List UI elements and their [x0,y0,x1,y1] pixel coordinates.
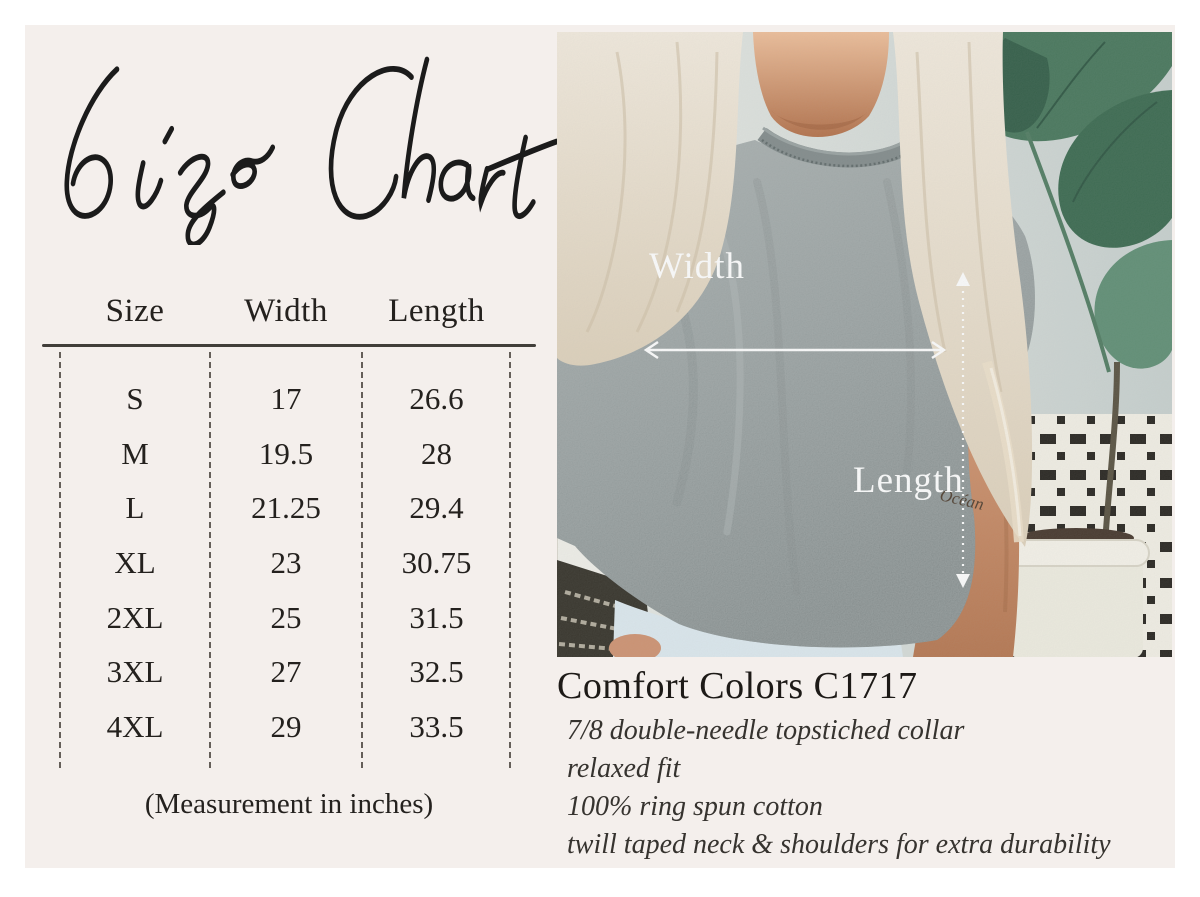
feature-line: twill taped neck & shoulders for extra d… [567,829,1111,860]
column-header-length: Length [388,293,485,329]
product-name: Comfort Colors C1717 [557,665,918,707]
column-header-width: Width [244,293,328,329]
width-cell: 17 [270,381,302,417]
width-cell: 19.5 [258,435,314,471]
feature-line: relaxed fit [567,753,681,784]
width-cell: 27 [270,654,302,690]
table-row: 2XL 25 31.5 [60,590,511,645]
length-cell: 26.6 [409,381,464,417]
table-header-rule [42,344,536,347]
size-cell: 2XL [106,599,164,635]
length-cell: 29.4 [409,490,464,526]
measurement-note: (Measurement in inches) [144,788,434,820]
table-row: S 17 26.6 [60,372,511,427]
length-cell: 31.5 [409,599,464,635]
size-cell: XL [114,545,156,581]
table-grid-line [509,352,511,768]
table-grid-line [361,352,363,768]
table-row: 3XL 27 32.5 [60,645,511,700]
table-row: M 19.5 28 [60,427,511,482]
size-cell: 3XL [106,654,164,690]
product-photo: Océan Width Length [557,32,1172,657]
width-cell: 21.25 [251,490,321,526]
feature-line: 100% ring spun cotton [567,791,823,822]
size-chart-script-title [64,56,558,245]
size-cell: S [126,381,144,417]
width-cell: 23 [270,545,302,581]
film-grain-overlay [557,32,1172,657]
length-cell: 28 [421,435,452,471]
column-header-size: Size [105,293,165,329]
length-cell: 32.5 [409,654,464,690]
table-row: XL 23 30.75 [60,536,511,591]
length-cell: 33.5 [409,708,464,744]
width-cell: 25 [270,599,302,635]
feature-line: 7/8 double-needle topstiched collar [567,715,965,746]
size-table-rows: S 17 26.6 M 19.5 28 L 21.25 29.4 XL 23 30.75 2XL 25 31… [60,352,511,754]
length-cell: 30.75 [401,545,472,581]
table-row: L 21.25 29.4 [60,481,511,536]
size-cell: M [121,435,149,471]
table-grid-line [59,352,61,768]
table-grid-line [209,352,211,768]
width-cell: 29 [270,708,302,744]
size-cell: L [125,490,145,526]
model-photo-illustration: Océan Width Length [557,32,1172,657]
feature-list: 7/8 double-needle topstiched collar relax… [567,712,1187,864]
size-cell: 4XL [106,708,164,744]
table-row: 4XL 29 33.5 [60,700,511,755]
